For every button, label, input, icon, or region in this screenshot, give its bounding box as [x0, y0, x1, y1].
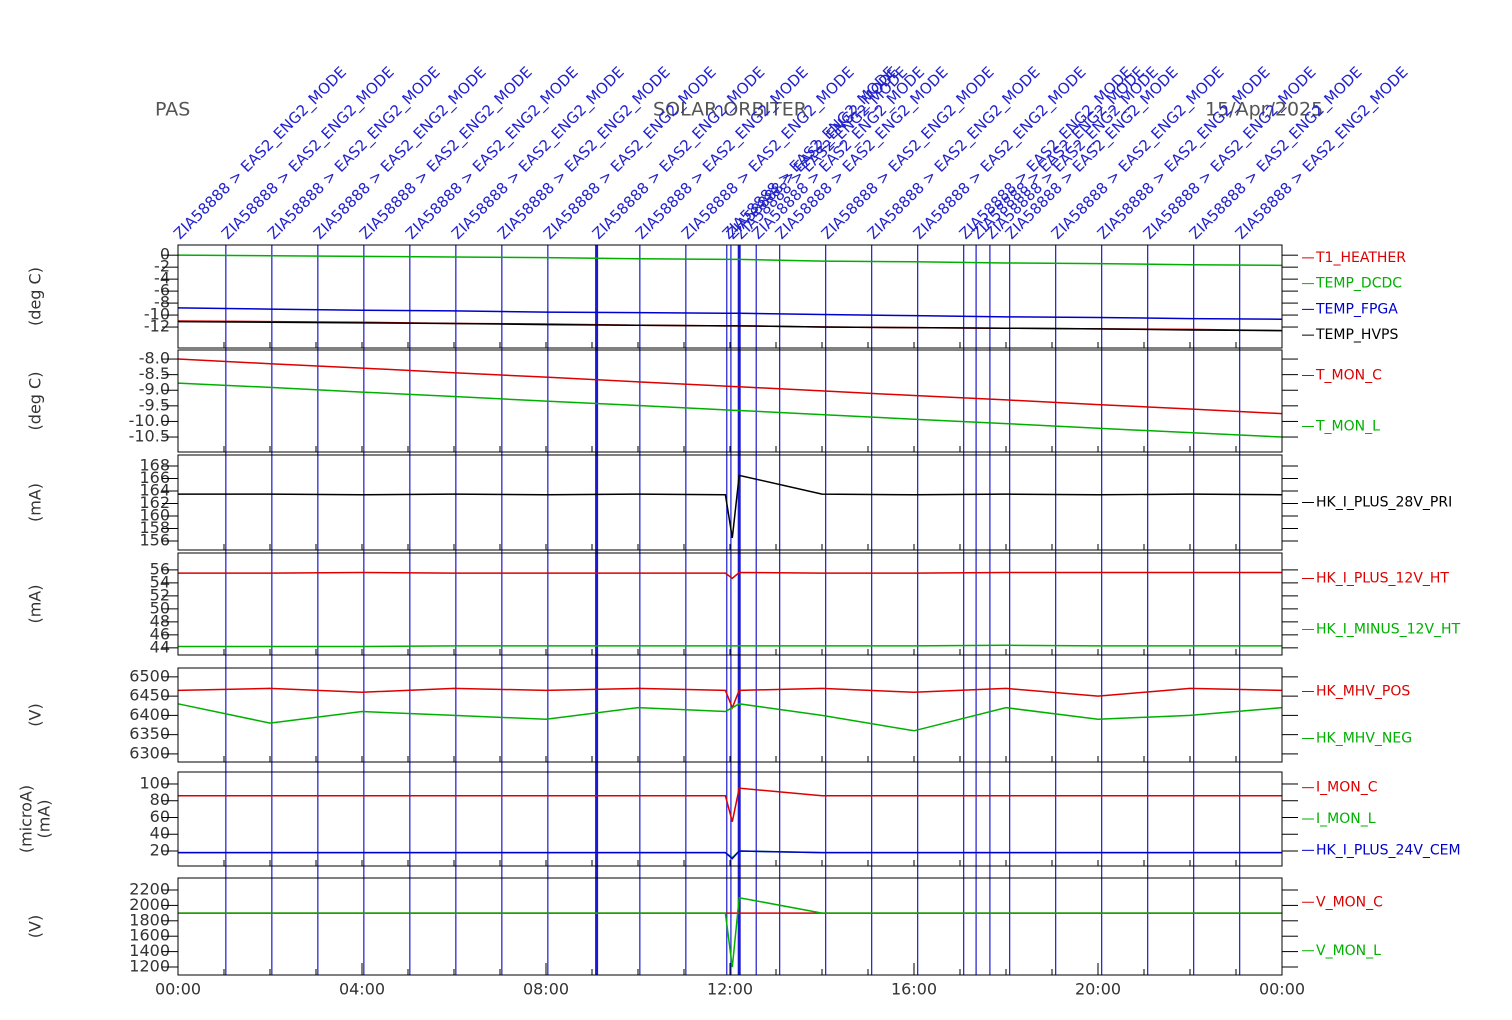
- legend-label: HK_MHV_POS: [1316, 684, 1410, 700]
- y-tick-label: -8.0: [139, 349, 170, 368]
- y-tick-label: 168: [139, 456, 170, 475]
- y-tick-label: -9.0: [139, 380, 170, 399]
- y-tick-label: -12: [144, 317, 170, 336]
- y-tick-label: 162: [139, 493, 170, 512]
- y-tick-label: -4: [154, 269, 170, 288]
- x-tick-label: 16:00: [891, 980, 937, 999]
- y-tick-label: 50: [150, 598, 170, 617]
- y-tick-label: -10: [144, 305, 170, 324]
- y-tick-label: 60: [150, 807, 170, 826]
- y-axis-label: (deg C): [26, 372, 45, 431]
- series-line: [177, 254, 1283, 267]
- series-line: [177, 320, 1283, 332]
- y-tick-label: 1800: [129, 910, 170, 929]
- y-tick-label: 0: [160, 245, 170, 264]
- y-tick-label: -6: [154, 281, 170, 300]
- panel-frame: [177, 244, 1283, 349]
- x-tick-label: 20:00: [1075, 980, 1121, 999]
- y-tick-label: 1200: [129, 956, 170, 975]
- y-tick-label: 6350: [129, 724, 170, 743]
- x-tick-label: 00:00: [155, 980, 201, 999]
- y-tick-label: -9.5: [139, 395, 170, 414]
- y-tick-label: -10.5: [129, 427, 170, 446]
- y-tick-label: -8.5: [139, 364, 170, 383]
- legend-label: TEMP_HVPS: [1315, 327, 1398, 343]
- y-tick-label: 80: [150, 790, 170, 809]
- series-line: [178, 850, 1282, 860]
- y-tick-label: 54: [150, 572, 170, 591]
- y-tick-label: 52: [150, 585, 170, 604]
- header-center: SOLAR ORBITER: [653, 99, 807, 121]
- series-line: [178, 787, 1282, 822]
- y-tick-label: 40: [150, 824, 170, 843]
- legend-label: HK_MHV_NEG: [1316, 731, 1412, 747]
- y-tick-label: 1600: [129, 926, 170, 945]
- x-tick-label: 00:00: [1259, 980, 1305, 999]
- panel-frame: [177, 771, 1283, 867]
- y-tick-label: 48: [150, 611, 170, 630]
- series-line: [178, 571, 1282, 580]
- legend-label: T1_HEATHER: [1315, 250, 1406, 266]
- y-tick-label: 56: [150, 559, 170, 578]
- series-line: [178, 896, 1282, 968]
- y-tick-label: -8: [154, 293, 170, 312]
- y-tick-label: 158: [139, 518, 170, 537]
- y-tick-label: 2200: [129, 880, 170, 899]
- y-tick-label: -2: [154, 257, 170, 276]
- panel-frame: [177, 877, 1283, 976]
- legend-label: T_MON_C: [1315, 368, 1382, 384]
- y-axis-label: (deg C): [26, 267, 45, 326]
- x-tick-label: 04:00: [339, 980, 385, 999]
- y-tick-label: 166: [139, 468, 170, 487]
- y-tick-label: 44: [150, 637, 170, 656]
- y-tick-label: 6300: [129, 743, 170, 762]
- series-line: [177, 358, 1283, 415]
- y-tick-label: 6500: [129, 666, 170, 685]
- panel-frame: [177, 552, 1283, 656]
- y-tick-label: 156: [139, 531, 170, 550]
- y-tick-label: 164: [139, 481, 170, 500]
- series-line: [177, 687, 1283, 710]
- series-line: [177, 703, 1283, 732]
- y-tick-label: 1400: [129, 941, 170, 960]
- x-tick-label: 12:00: [707, 980, 753, 999]
- legend-label: TEMP_DCDC: [1315, 276, 1402, 292]
- legend-label: I_MON_L: [1316, 811, 1376, 827]
- header-right: 15/Apr/2025: [1205, 99, 1323, 121]
- y-tick-label: 160: [139, 506, 170, 525]
- y-tick-label: 100: [139, 773, 170, 792]
- panel-frame: [177, 667, 1283, 763]
- x-tick-label: 08:00: [523, 980, 569, 999]
- legend-label: V_MON_C: [1316, 894, 1383, 910]
- header-left: PAS: [155, 99, 190, 121]
- y-tick-label: 46: [150, 624, 170, 643]
- y-axis-label: (V): [26, 915, 45, 938]
- legend-label: HK_I_PLUS_12V_HT: [1316, 571, 1449, 587]
- y-axis-label: (V): [26, 703, 45, 726]
- y-axis-label: (mA): [35, 799, 54, 838]
- legend-label: TEMP_FPGA: [1315, 301, 1398, 317]
- legend-label: HK_I_MINUS_12V_HT: [1316, 622, 1461, 638]
- y-axis-label: (microA): [17, 785, 36, 853]
- panel-frame: [177, 349, 1283, 453]
- series-line: [177, 307, 1283, 321]
- y-tick-label: -10.0: [129, 411, 170, 430]
- y-axis-label: (mA): [26, 584, 45, 623]
- y-axis-label: (mA): [26, 483, 45, 522]
- y-tick-label: 6450: [129, 686, 170, 705]
- legend-label: V_MON_L: [1316, 943, 1381, 959]
- series-line: [178, 644, 1282, 648]
- y-tick-label: 20: [150, 841, 170, 860]
- panel-frame: [177, 454, 1283, 551]
- y-tick-label: 6400: [129, 705, 170, 724]
- series-line: [178, 474, 1283, 538]
- legend-label: T_MON_L: [1315, 419, 1380, 435]
- legend-label: HK_I_PLUS_24V_CEM: [1316, 842, 1461, 858]
- legend-label: I_MON_C: [1316, 780, 1378, 796]
- legend-label: HK_I_PLUS_28V_PRI: [1316, 495, 1452, 511]
- y-tick-label: 2000: [129, 895, 170, 914]
- series-line: [177, 382, 1283, 438]
